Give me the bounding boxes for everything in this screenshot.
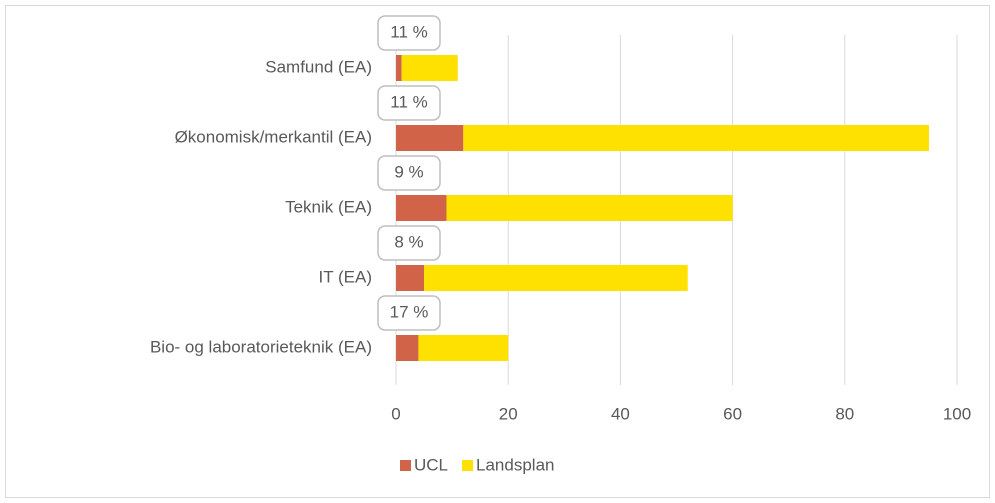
annotation: 17 % [390,302,429,321]
annotation-box [377,15,441,51]
bar [418,335,509,361]
bar [463,125,929,151]
annotation: 8 % [394,232,423,251]
x-tick-label: 20 [499,404,518,423]
bar [424,265,688,291]
legend-swatch [400,460,411,471]
chart-border [5,5,990,498]
bar [396,265,425,291]
x-tick-label: 100 [943,404,971,423]
x-tick-label: 40 [611,404,630,423]
y-tick-label: Teknik (EA) [285,197,372,216]
annotation: 11 % [390,92,428,111]
bar [446,195,733,221]
legend-label: Landsplan [476,455,554,474]
bar [396,335,419,361]
legend-swatch [462,460,474,471]
bar [401,55,458,81]
annotation-box [377,85,441,121]
x-tick-label: 80 [835,404,854,423]
annotation-box [377,295,441,331]
annotation-box [377,225,441,261]
bar [396,195,447,221]
bar [396,55,402,81]
x-tick-label: 0 [391,404,400,423]
annotation: 11 % [390,22,428,41]
legend-label: UCL [414,455,448,474]
annotation: 9 % [394,162,423,181]
bar [396,125,464,151]
y-tick-label: Bio- og laboratorieteknik (EA) [150,337,372,356]
annotation-box [377,155,441,191]
y-tick-label: Samfund (EA) [265,57,372,76]
y-tick-label: Økonomisk/merkantil (EA) [175,127,372,146]
x-tick-label: 60 [723,404,742,423]
y-tick-label: IT (EA) [318,267,372,286]
